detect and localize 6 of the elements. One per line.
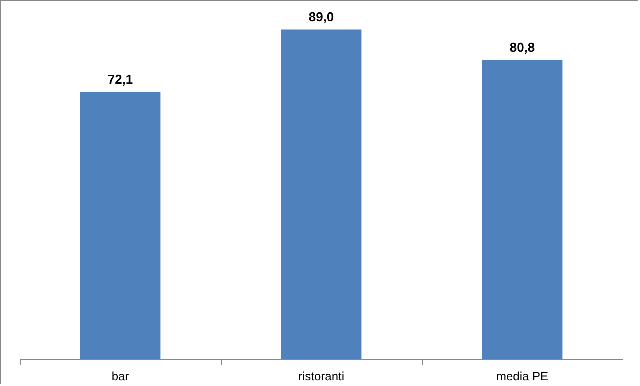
data-label: 72,1: [108, 72, 134, 88]
x-tick-label: ristoranti: [298, 370, 345, 384]
data-label: 80,8: [510, 40, 536, 56]
x-tick-label: bar: [112, 370, 130, 384]
data-label: 89,0: [308, 10, 334, 25]
x-tick-label: media PE: [496, 370, 549, 384]
